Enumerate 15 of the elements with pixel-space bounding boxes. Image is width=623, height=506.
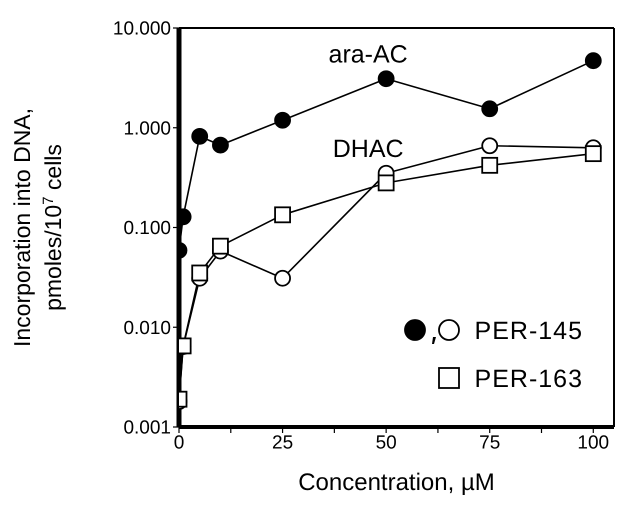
y-tick-label: 0.010 <box>123 318 171 339</box>
y-tick-label: 0.001 <box>123 418 171 439</box>
annotation: PER-163 <box>474 364 583 395</box>
annotation: PER-145 <box>474 316 583 347</box>
x-axis-title: Concentration, µM <box>298 469 495 496</box>
y-tick-label: 10.000 <box>112 18 171 40</box>
y-tick-label: 0.100 <box>123 218 171 240</box>
x-tick-label: 50 <box>376 432 397 454</box>
x-tick-label: 25 <box>272 432 294 454</box>
series-label: DHAC <box>332 135 404 164</box>
x-tick-label: 0 <box>174 432 184 454</box>
y-tick-label: 1.000 <box>123 118 171 140</box>
series-label: ara-AC <box>328 40 408 69</box>
x-tick-label: 75 <box>479 432 500 454</box>
x-tick-label: 100 <box>577 432 610 454</box>
